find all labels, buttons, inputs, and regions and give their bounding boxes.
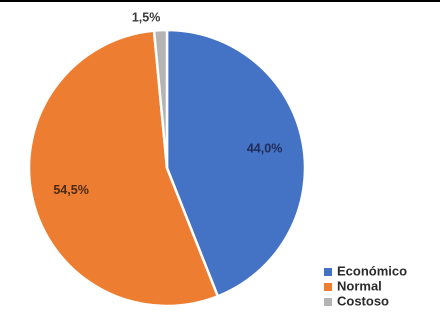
legend-swatch-normal — [324, 283, 332, 291]
top-border-line — [0, 0, 440, 2]
pie-slice-econ-mico — [165, 28, 307, 298]
pie-slices — [27, 28, 307, 308]
legend-swatch-econ-mico — [324, 268, 332, 276]
pie-data-labels: 44,0% 54,5% 1,5% — [53, 10, 282, 196]
legend-label-normal: Normal — [337, 278, 382, 293]
pie-slice-costoso — [152, 28, 169, 170]
data-label-econ-mico: 44,0% — [247, 142, 282, 156]
legend-label-costoso: Costoso — [337, 293, 389, 308]
data-label-normal: 54,5% — [53, 183, 88, 197]
data-label-costoso: 1,5% — [132, 10, 161, 24]
legend-label-econ-mico: Económico — [337, 263, 407, 278]
legend-swatch-costoso — [324, 298, 332, 306]
pie-slice-normal — [27, 29, 220, 308]
